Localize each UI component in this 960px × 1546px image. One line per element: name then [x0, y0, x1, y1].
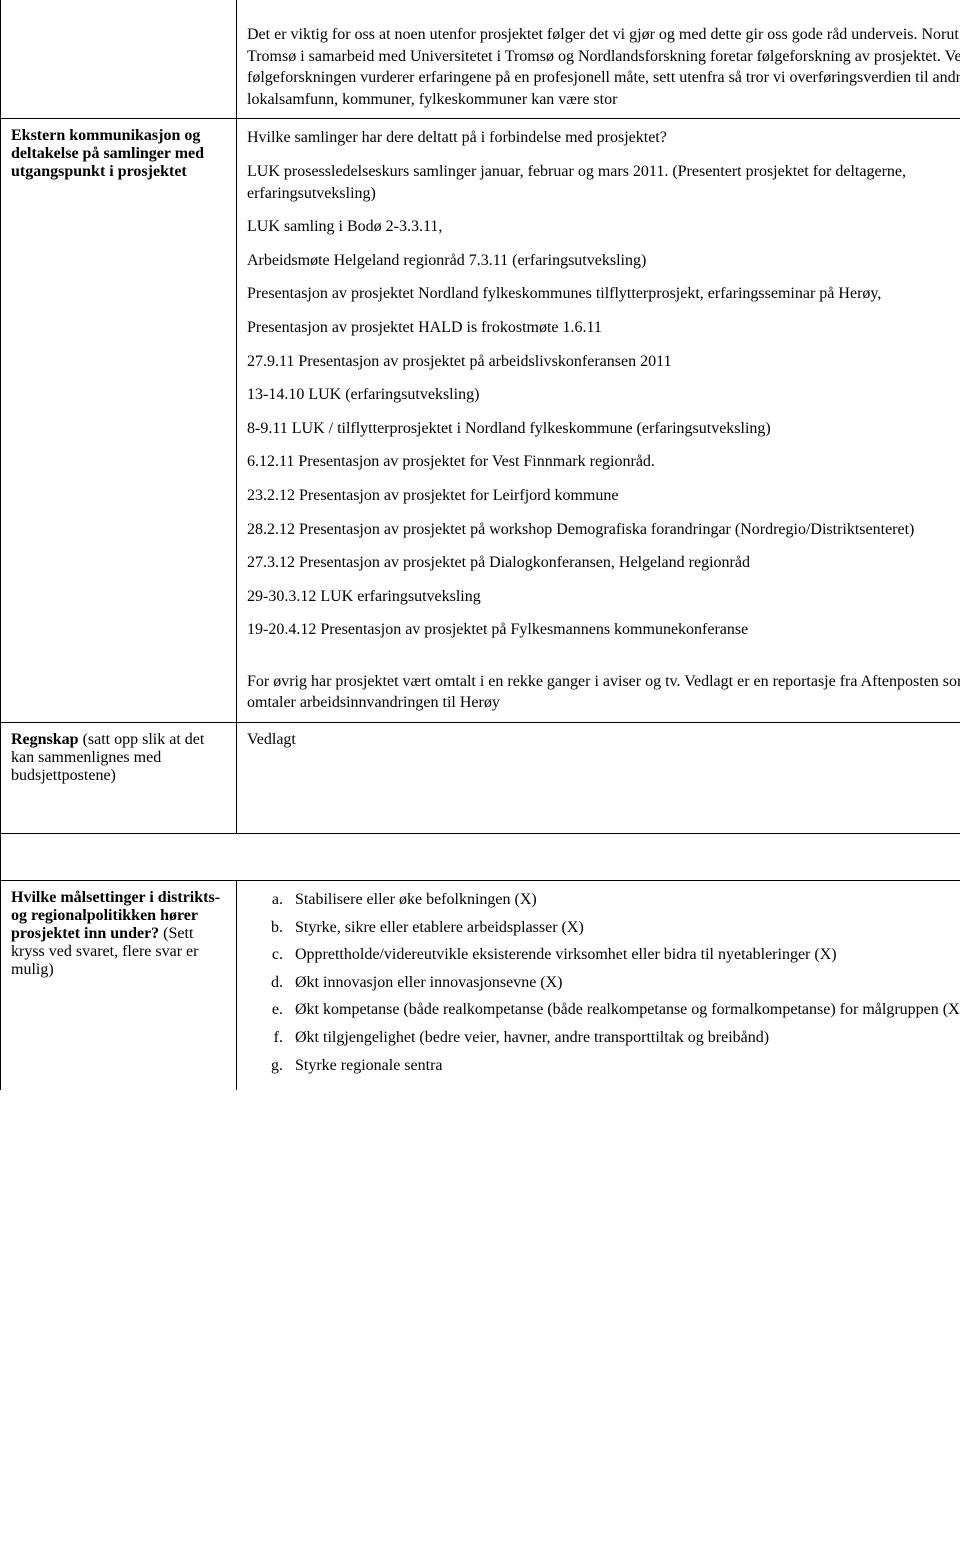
ekstern-closing: For øvrig har prosjektet vært omtalt i e… [247, 671, 960, 714]
row-ekstern-left: Ekstern kommunikasjon og deltakelse på s… [1, 119, 237, 723]
ekstern-p7: 13-14.10 LUK (erfaringsutveksling) [247, 384, 960, 406]
ekstern-p10: 23.2.12 Presentasjon av prosjektet for L… [247, 485, 960, 507]
ekstern-p8: 8-9.11 LUK / tilflytterprosjektet i Nord… [247, 418, 960, 440]
row-regnskap: Regnskap (satt opp slik at det kan samme… [1, 723, 960, 834]
list-item-e: Økt kompetanse (både realkompetanse (båd… [287, 999, 960, 1021]
list-item-c: Opprettholde/videreutvikle eksisterende … [287, 944, 960, 966]
ekstern-p2: LUK samling i Bodø 2-3.3.11, [247, 216, 960, 238]
row-gap [1, 834, 960, 881]
list-item-f: Økt tilgjengelighet (bedre veier, havner… [287, 1027, 960, 1049]
row-intro-left [1, 0, 237, 119]
ekstern-p6: 27.9.11 Presentasjon av prosjektet på ar… [247, 351, 960, 373]
ekstern-question: Hvilke samlinger har dere deltatt på i f… [247, 127, 960, 149]
row-regnskap-left: Regnskap (satt opp slik at det kan samme… [1, 723, 237, 834]
intro-paragraph: Det er viktig for oss at noen utenfor pr… [247, 24, 960, 110]
list-item-g: Styrke regionale sentra [287, 1055, 960, 1077]
row-maalsettinger: Hvilke målsettinger i distrikts- og regi… [1, 881, 960, 1091]
ekstern-p14: 19-20.4.12 Presentasjon av prosjektet på… [247, 619, 960, 641]
list-item-d: Økt innovasjon eller innovasjonsevne (X) [287, 972, 960, 994]
ekstern-p3: Arbeidsmøte Helgeland regionråd 7.3.11 (… [247, 250, 960, 272]
ekstern-p11: 28.2.12 Presentasjon av prosjektet på wo… [247, 519, 960, 541]
row-ekstern: Ekstern kommunikasjon og deltakelse på s… [1, 119, 960, 723]
ekstern-p9: 6.12.11 Presentasjon av prosjektet for V… [247, 451, 960, 473]
regnskap-value: Vedlagt [247, 731, 296, 748]
ekstern-p13: 29-30.3.12 LUK erfaringsutveksling [247, 586, 960, 608]
ekstern-label: Ekstern kommunikasjon og deltakelse på s… [11, 127, 204, 180]
ekstern-p1: LUK prosessledelseskurs samlinger januar… [247, 161, 960, 204]
ekstern-p5: Presentasjon av prosjektet HALD is froko… [247, 317, 960, 339]
ekstern-p4: Presentasjon av prosjektet Nordland fylk… [247, 283, 960, 305]
maalsettinger-list: Stabilisere eller øke befolkningen (X) S… [247, 889, 960, 1076]
row-intro-right: Det er viktig for oss at noen utenfor pr… [237, 0, 960, 119]
ekstern-p12: 27.3.12 Presentasjon av prosjektet på Di… [247, 552, 960, 574]
list-item-a: Stabilisere eller øke befolkningen (X) [287, 889, 960, 911]
row-ekstern-right: Hvilke samlinger har dere deltatt på i f… [237, 119, 960, 723]
list-item-b: Styrke, sikre eller etablere arbeidsplas… [287, 917, 960, 939]
row-intro: Det er viktig for oss at noen utenfor pr… [1, 0, 960, 119]
row-maalsettinger-right: Stabilisere eller øke befolkningen (X) S… [237, 881, 960, 1091]
document-table: Det er viktig for oss at noen utenfor pr… [0, 0, 960, 1090]
regnskap-bold: Regnskap [11, 731, 79, 748]
row-regnskap-right: Vedlagt [237, 723, 960, 834]
row-maalsettinger-left: Hvilke målsettinger i distrikts- og regi… [1, 881, 237, 1091]
